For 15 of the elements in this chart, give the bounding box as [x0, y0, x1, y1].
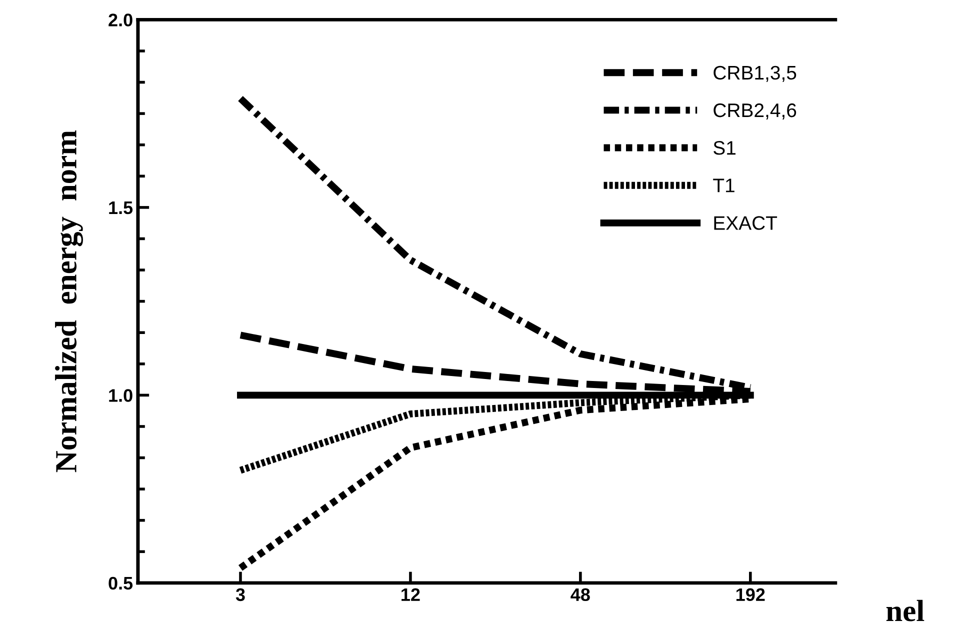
legend-label: CRB1,3,5	[714, 66, 796, 82]
x-tick-label: 3	[236, 588, 245, 602]
x-tick-label: 48	[570, 588, 590, 602]
y-tick-label: 1.5	[109, 202, 133, 214]
legend-label: T1	[713, 178, 734, 192]
legend-label: S1	[714, 141, 736, 155]
y-tick-label: 2.0	[108, 14, 132, 26]
y-tick-label: 0.5	[108, 576, 133, 590]
x-axis-title: nel	[886, 600, 924, 622]
x-tick-label: 12	[402, 588, 420, 601]
y-tick-label: 1.0	[109, 389, 132, 402]
y-axis-title: Normalized energy norm	[55, 130, 83, 472]
legend-label: EXACT	[714, 216, 778, 230]
x-tick-label: 192	[736, 588, 765, 602]
legend-label: CRB2,4,6	[714, 103, 796, 120]
